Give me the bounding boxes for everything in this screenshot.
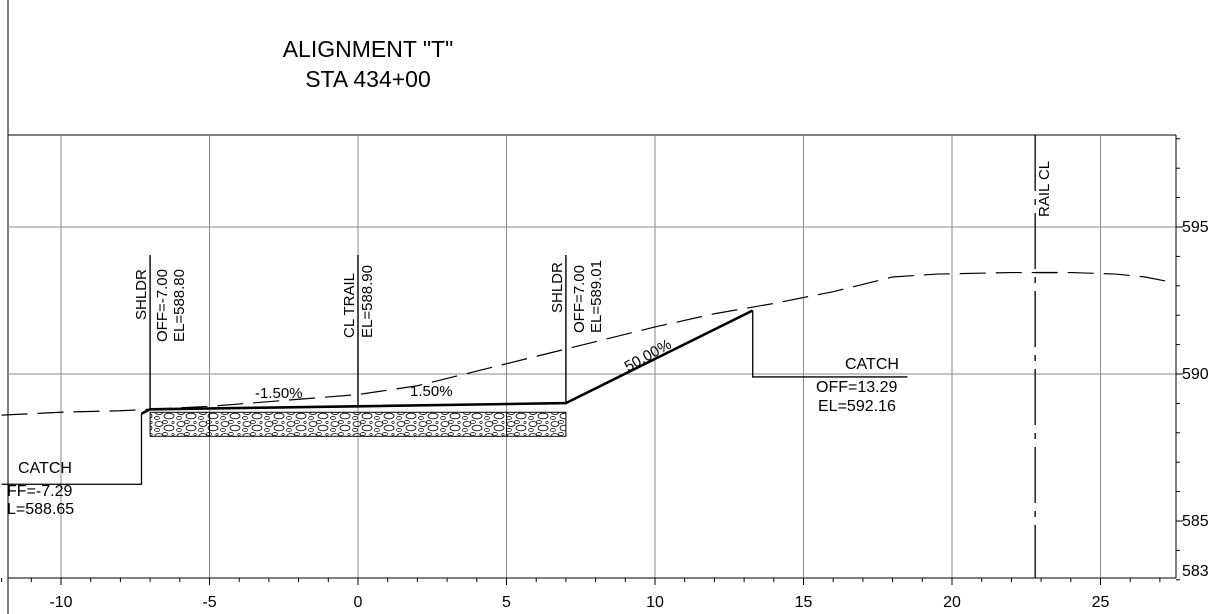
catch-right-el: EL=592.16 xyxy=(818,398,896,415)
x-tick-label: 0 xyxy=(354,594,363,611)
title-block: ALIGNMENT "T" STA 434+00 xyxy=(218,34,518,94)
shldr-right-name: SHLDR xyxy=(549,262,566,313)
slope-label-right: 1.50% xyxy=(410,383,453,400)
cl-trail-name: CL TRAIL xyxy=(341,273,358,338)
y-tick-label: 595 xyxy=(1182,219,1209,236)
grid xyxy=(8,135,1176,578)
catch-leader-left xyxy=(1,413,143,485)
x-tick-label: -10 xyxy=(49,594,72,611)
x-tick-label: -5 xyxy=(202,594,216,611)
catch-right-off: OFF=13.29 xyxy=(816,379,897,396)
x-tick-label: 20 xyxy=(943,594,961,611)
pavement-segment xyxy=(506,411,567,437)
vertical-markers xyxy=(149,135,1058,578)
y-tick-label: 590 xyxy=(1182,366,1209,383)
rail-cl-label: RAIL CL xyxy=(1036,161,1053,217)
x-tick-label: 15 xyxy=(795,594,813,611)
shldr-left-name: SHLDR xyxy=(133,269,150,320)
alignment-title: ALIGNMENT "T" xyxy=(282,36,454,62)
pavement-layer xyxy=(149,411,567,437)
y-tick-label: 585 xyxy=(1182,513,1209,530)
cl-trail-el: EL=588.90 xyxy=(359,265,376,338)
slope-label-left: -1.50% xyxy=(255,385,303,402)
pavement-segment xyxy=(209,411,507,437)
shldr-right-off: OFF=7.00 xyxy=(571,265,588,333)
x-tick-label: 25 xyxy=(1092,594,1110,611)
y-tick-label: 583 xyxy=(1182,563,1209,580)
slope-label-fill: 50.00% xyxy=(622,336,675,376)
proposed-section xyxy=(1,309,908,485)
catch-left-name: CATCH xyxy=(18,460,72,477)
x-tick-label: 10 xyxy=(646,594,664,611)
station-title: STA 434+00 xyxy=(305,66,431,92)
shldr-right-el: EL=589.01 xyxy=(588,260,605,333)
catch-right-name: CATCH xyxy=(845,356,899,373)
shldr-left-off: OFF=-7.00 xyxy=(154,269,171,342)
shldr-left-el: EL=588.80 xyxy=(171,269,188,342)
catch-leader-right xyxy=(752,310,908,378)
x-tick-label: 5 xyxy=(502,594,511,611)
pavement-segment xyxy=(149,411,211,437)
axes: -10 -5 0 5 10 15 20 25 595 590 585 583 xyxy=(1,135,1209,611)
catch-left-el: L=588.65 xyxy=(7,501,74,518)
catch-left-off: FF=-7.29 xyxy=(7,483,72,500)
